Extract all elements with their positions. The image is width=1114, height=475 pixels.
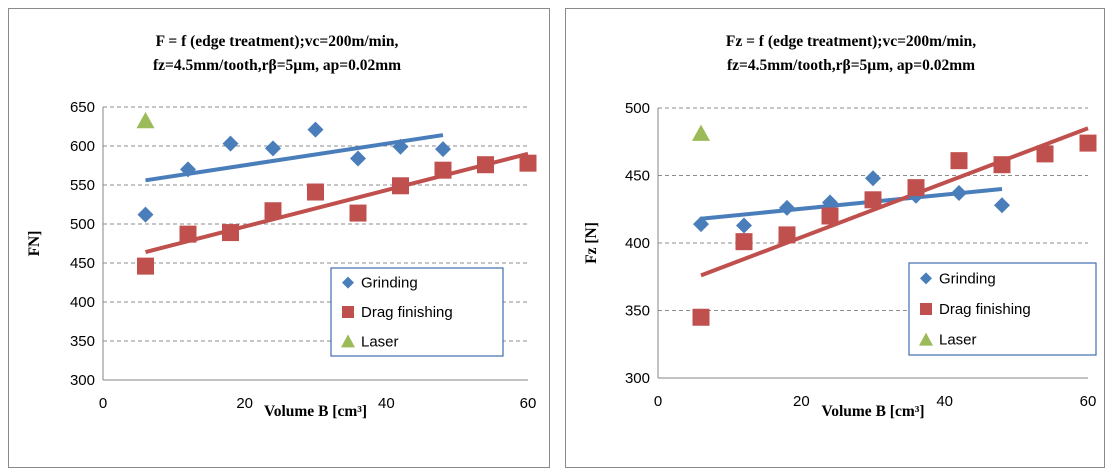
data-point-square bbox=[519, 154, 537, 172]
chart-title-line: fz=4.5mm/tooth,rβ=5µm, ap=0.02mm bbox=[727, 57, 975, 74]
chart-title-line: Fz = f (edge treatment);vc=200m/min, bbox=[726, 33, 976, 50]
trend-line-square bbox=[145, 151, 529, 255]
y-tick-label: 650 bbox=[70, 99, 95, 116]
data-point-square bbox=[137, 257, 154, 275]
y-axis-label: Fz [N] bbox=[583, 222, 600, 264]
data-point-triangle bbox=[136, 112, 155, 129]
legend-square-icon bbox=[342, 306, 354, 318]
y-tick-label: 350 bbox=[625, 303, 650, 320]
chart-fz: Fz = f (edge treatment);vc=200m/min, fz=4… bbox=[583, 33, 1097, 420]
data-point-square bbox=[434, 161, 452, 179]
data-point-square bbox=[307, 183, 324, 201]
x-tick-label: 40 bbox=[378, 395, 395, 412]
data-point-diamond bbox=[693, 216, 709, 233]
data-point-diamond bbox=[137, 206, 154, 223]
y-tick-label: 500 bbox=[625, 100, 650, 117]
data-point-square bbox=[821, 207, 839, 225]
data-point-square bbox=[735, 233, 753, 251]
data-point-square bbox=[950, 152, 968, 170]
data-point-square bbox=[1079, 134, 1097, 152]
trend-line-square bbox=[700, 126, 1089, 278]
trend-line-diamond bbox=[700, 187, 1003, 221]
legend-label: Drag finishing bbox=[939, 301, 1031, 318]
legend-square-icon bbox=[920, 303, 932, 315]
data-point-diamond bbox=[822, 194, 838, 211]
y-tick-label: 500 bbox=[70, 216, 95, 233]
y-tick-label: 450 bbox=[625, 168, 650, 185]
y-tick-label: 400 bbox=[70, 294, 95, 311]
legend-item: Grinding bbox=[342, 275, 418, 292]
y-axis-label: FN] bbox=[26, 231, 43, 257]
data-point-square bbox=[907, 179, 925, 197]
x-tick-label: 40 bbox=[936, 393, 953, 410]
data-point-square bbox=[993, 156, 1011, 174]
legend-box bbox=[330, 267, 504, 357]
x-tick-label: 20 bbox=[236, 395, 253, 412]
x-axis-label: Volume B [cm³] bbox=[821, 403, 924, 420]
data-point-square bbox=[222, 224, 239, 242]
data-point-square bbox=[778, 226, 796, 244]
legend-item: Grinding bbox=[920, 270, 996, 287]
data-point-diamond bbox=[435, 141, 451, 158]
chart-panel-fz: Fz = f (edge treatment);vc=200m/min, fz=4… bbox=[565, 8, 1105, 468]
data-point-square bbox=[392, 177, 409, 195]
legend-label: Drag finishing bbox=[361, 304, 453, 321]
data-point-square bbox=[692, 308, 710, 326]
data-point-square bbox=[349, 204, 367, 222]
y-tick-label: 550 bbox=[70, 177, 95, 194]
legend-item: Laser bbox=[341, 333, 399, 350]
y-tick-label: 300 bbox=[70, 372, 95, 389]
y-tick-label: 400 bbox=[625, 235, 650, 252]
data-point-diamond bbox=[951, 185, 967, 202]
data-point-triangle bbox=[692, 124, 710, 141]
chart-title-line: F = f (edge treatment);vc=200m/min, bbox=[156, 33, 399, 50]
x-tick-label: 60 bbox=[520, 395, 537, 412]
legend-label: Grinding bbox=[361, 275, 418, 292]
x-tick-label: 0 bbox=[654, 393, 662, 410]
y-tick-label: 300 bbox=[625, 370, 650, 387]
chart-title-line: fz=4.5mm/tooth,rβ=5µm, ap=0.02mm bbox=[153, 57, 401, 74]
data-point-square bbox=[1036, 145, 1054, 163]
x-tick-label: 60 bbox=[1080, 393, 1097, 410]
y-tick-label: 450 bbox=[70, 255, 95, 272]
data-point-diamond bbox=[779, 199, 795, 216]
trend-line-diamond bbox=[145, 133, 444, 183]
x-axis-label: Volume B [cm³] bbox=[264, 403, 367, 420]
legend-box bbox=[908, 262, 1097, 356]
chart-panel-fn: F = f (edge treatment);vc=200m/min, fz=4.… bbox=[8, 8, 550, 468]
y-tick-label: 600 bbox=[70, 138, 95, 155]
data-point-diamond bbox=[392, 138, 409, 155]
legend-item: Drag finishing bbox=[920, 301, 1031, 318]
data-point-square bbox=[477, 156, 494, 174]
data-point-square bbox=[179, 225, 197, 243]
legend-diamond-icon bbox=[920, 272, 932, 285]
data-point-diamond bbox=[865, 170, 881, 187]
data-point-square bbox=[264, 202, 282, 220]
data-point-square bbox=[864, 191, 882, 209]
legend-item: Drag finishing bbox=[342, 304, 453, 321]
data-point-diamond bbox=[350, 150, 366, 167]
data-point-diamond bbox=[265, 140, 281, 157]
y-tick-label: 350 bbox=[70, 333, 95, 350]
legend-triangle-icon bbox=[341, 334, 355, 348]
legend-label: Laser bbox=[361, 333, 399, 350]
x-tick-label: 0 bbox=[99, 395, 107, 412]
data-point-diamond bbox=[736, 217, 752, 234]
data-point-diamond bbox=[222, 135, 239, 152]
x-tick-label: 20 bbox=[793, 393, 810, 410]
legend-triangle-icon bbox=[919, 332, 933, 346]
legend-label: Laser bbox=[939, 332, 977, 349]
legend-item: Laser bbox=[919, 332, 977, 349]
legend-diamond-icon bbox=[342, 276, 354, 289]
legend-label: Grinding bbox=[939, 270, 996, 287]
data-point-diamond bbox=[994, 197, 1010, 214]
chart-fn: F = f (edge treatment);vc=200m/min, fz=4.… bbox=[26, 33, 537, 420]
data-point-diamond bbox=[307, 121, 324, 138]
data-point-diamond bbox=[180, 161, 196, 178]
